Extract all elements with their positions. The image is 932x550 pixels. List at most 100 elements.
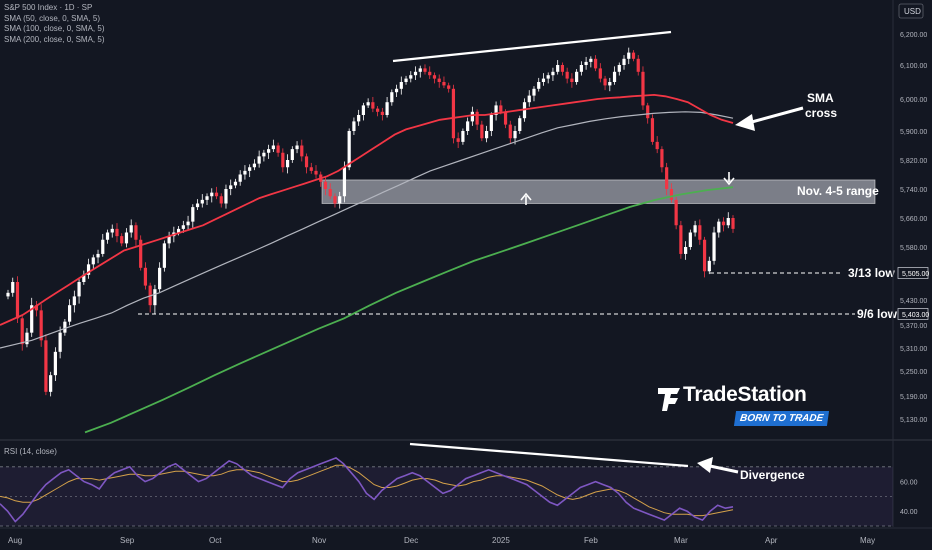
candle-body xyxy=(285,160,290,168)
candle-body xyxy=(489,115,493,131)
candle-body xyxy=(726,218,730,226)
candle-body xyxy=(210,192,214,197)
candle-body xyxy=(527,95,531,103)
candle-body xyxy=(503,111,508,125)
candle-body xyxy=(575,71,579,82)
time-tick-label: May xyxy=(860,536,875,545)
candle-body xyxy=(466,121,470,131)
candle-body xyxy=(134,225,138,240)
candle-body xyxy=(304,156,309,168)
candle-body xyxy=(25,332,29,345)
candle-body xyxy=(342,167,347,197)
candle-body xyxy=(91,257,95,265)
candle-body xyxy=(124,232,129,244)
candle-body xyxy=(49,375,53,392)
candle-body xyxy=(499,105,503,112)
price-tick-label: 5,250.00 xyxy=(900,369,927,376)
candle-body xyxy=(584,61,588,65)
candle-body xyxy=(281,152,285,168)
candle-body xyxy=(205,196,209,200)
candle-body xyxy=(11,282,15,293)
candle-body xyxy=(30,305,34,333)
sma-cross-arrowhead xyxy=(735,114,755,131)
candle-body xyxy=(698,225,702,240)
candle-body xyxy=(665,167,669,189)
candle-body xyxy=(413,71,418,76)
price-axis-marker xyxy=(897,308,929,320)
candle-body xyxy=(153,289,157,306)
candle-body xyxy=(200,199,204,204)
candle-body xyxy=(290,149,294,160)
candle-body xyxy=(243,170,247,175)
candle-body xyxy=(34,305,39,311)
candle-body xyxy=(248,167,252,171)
price-tick-label: 6,000.00 xyxy=(900,97,927,104)
candle-body xyxy=(219,196,223,204)
candle-body xyxy=(257,156,261,164)
candle-body xyxy=(309,167,313,171)
candle-body xyxy=(475,111,479,125)
candle-body xyxy=(361,105,365,115)
candle-body xyxy=(376,108,380,112)
low-96-label: 9/6 low xyxy=(857,307,898,321)
candle-body xyxy=(418,68,422,72)
candle-body xyxy=(105,232,110,240)
candle-body xyxy=(712,232,716,261)
candle-body xyxy=(357,115,361,122)
candle-body xyxy=(314,170,318,175)
candle-body xyxy=(366,102,370,106)
candle-body xyxy=(684,247,688,254)
price-tick-label: 5,430.00 xyxy=(900,298,927,305)
candle-body xyxy=(428,71,432,76)
logo-wordmark: TradeStation xyxy=(683,383,807,406)
candle-body xyxy=(655,141,659,150)
candle-body xyxy=(641,71,645,106)
candle-body xyxy=(404,78,408,82)
candle-body xyxy=(570,78,574,82)
candle-body xyxy=(717,221,721,233)
candle-body xyxy=(447,85,451,89)
candle-body xyxy=(53,351,57,376)
candle-body xyxy=(186,221,190,226)
candle-body xyxy=(456,138,460,142)
candle-body xyxy=(437,78,441,82)
candle-body xyxy=(551,71,555,76)
candle-body xyxy=(707,260,711,272)
candle-body xyxy=(461,131,465,142)
logo-tagline: BORN TO TRADE xyxy=(733,411,830,426)
down-arrow-head xyxy=(723,177,735,186)
candle-body xyxy=(120,236,124,244)
candle-body xyxy=(20,318,24,345)
divergence-arrow xyxy=(709,464,739,474)
range-label: Nov. 4-5 range xyxy=(797,184,879,198)
price-tick-label: 5,190.00 xyxy=(900,394,927,401)
rsi-tick-label: 40.00 xyxy=(900,509,918,516)
time-tick-label: Nov xyxy=(312,536,326,545)
candle-body xyxy=(58,332,62,352)
time-tick-label: 2025 xyxy=(492,536,510,545)
candle-body xyxy=(77,282,81,297)
candle-body xyxy=(380,111,384,115)
candle-body xyxy=(679,225,683,254)
candle-body xyxy=(731,218,735,229)
candle-body xyxy=(674,199,678,226)
candle-body xyxy=(560,65,565,72)
candle-body xyxy=(518,118,522,131)
candle-body xyxy=(470,111,474,122)
candle-body xyxy=(328,189,332,197)
candle-body xyxy=(451,88,456,139)
candle-body xyxy=(323,181,328,189)
candle-body xyxy=(484,131,489,139)
sma-cross-arrow xyxy=(747,106,804,125)
candle-body xyxy=(636,58,640,72)
rsi-ma-line xyxy=(0,464,734,517)
time-tick-label: Mar xyxy=(674,536,688,545)
candle-body xyxy=(541,78,546,82)
candle-body xyxy=(129,225,133,233)
candle-body xyxy=(646,105,650,119)
candle-body xyxy=(271,145,275,150)
candle-body xyxy=(603,78,607,86)
candle-body xyxy=(556,65,560,72)
